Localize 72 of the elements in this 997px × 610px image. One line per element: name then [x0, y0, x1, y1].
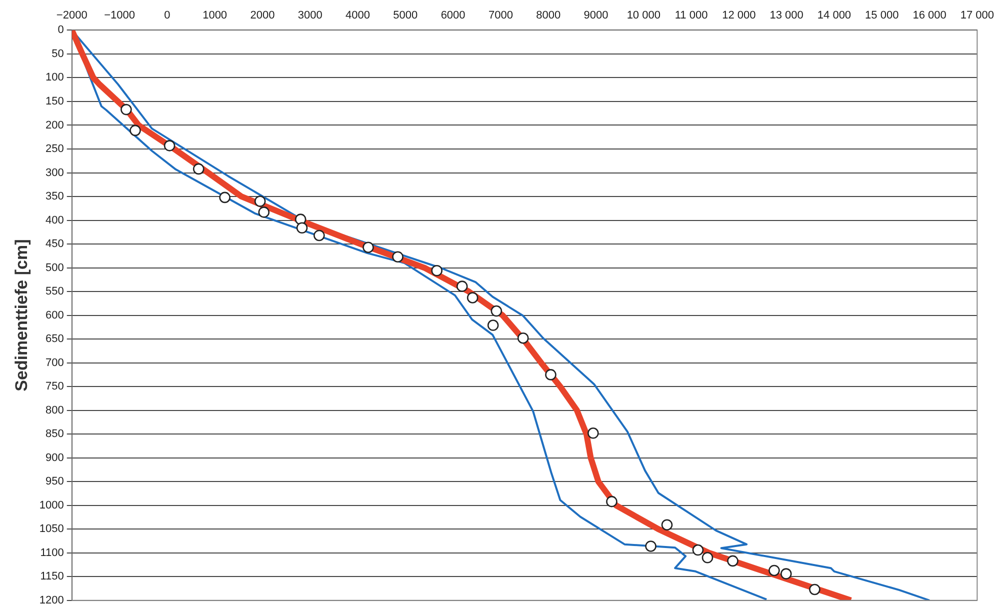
point [362, 242, 374, 253]
y-tick-label: 0 [58, 24, 64, 36]
point [780, 568, 792, 580]
point [645, 540, 656, 552]
point [517, 332, 529, 344]
x-tick-label: 0 [164, 10, 170, 22]
point [809, 584, 820, 596]
y-tick-label: 500 [46, 262, 64, 274]
x-tick-label: 7000 [488, 10, 513, 22]
y-tick-label: 350 [46, 190, 64, 203]
x-tick-label: 16 000 [912, 10, 946, 22]
point [545, 369, 556, 380]
y-tick-label: 1000 [39, 499, 64, 512]
y-tick-label: 300 [46, 166, 64, 179]
point [431, 264, 443, 276]
x-tick-label: −2000 [56, 10, 88, 22]
x-tick-label: 15 000 [865, 10, 899, 22]
y-tick-label: 900 [46, 452, 64, 464]
point [130, 124, 141, 136]
point [587, 427, 599, 439]
y-tick-label: 250 [46, 143, 64, 156]
point [296, 222, 308, 234]
x-tick-label: 11 000 [674, 10, 708, 22]
x-tick-label: 17 000 [960, 10, 994, 22]
point [606, 496, 618, 508]
point [219, 192, 230, 204]
y-tick-label: 100 [46, 72, 64, 84]
point [314, 230, 325, 242]
x-tick-label: 2000 [250, 10, 275, 22]
x-tick-label: 3000 [298, 10, 322, 22]
x-tick-label: 1000 [202, 10, 228, 22]
y-tick-label: 150 [46, 96, 64, 108]
x-tick-label: 5000 [393, 10, 418, 22]
y-tick-label: 600 [46, 309, 64, 322]
y-tick-label: 450 [46, 238, 64, 250]
x-tick-label: −1000 [104, 10, 135, 22]
y-tick-label: 50 [52, 48, 64, 60]
point [192, 163, 204, 175]
point [258, 206, 270, 218]
y-tick-label: 650 [46, 333, 64, 346]
y-tick-label: 1050 [39, 523, 64, 536]
x-tick-label: 13 000 [770, 10, 804, 22]
y-tick-label: 550 [46, 286, 64, 298]
y-tick-label: 1100 [40, 546, 64, 559]
point [466, 292, 478, 304]
point [490, 305, 502, 317]
x-tick-label: 9000 [584, 10, 608, 22]
x-tick-label: 8000 [536, 10, 561, 22]
y-tick-label: 850 [46, 428, 64, 440]
point [768, 564, 780, 576]
y-tick-label: 950 [46, 476, 64, 488]
y-tick-label: 750 [46, 380, 64, 393]
x-tick-label: 10 000 [626, 10, 660, 22]
point [164, 140, 176, 152]
x-tick-label: 12 000 [722, 10, 756, 22]
y-tick-label: 400 [46, 214, 64, 226]
y-tick-label: 700 [46, 356, 64, 369]
x-tick-label: 14 000 [817, 10, 852, 22]
point [254, 196, 266, 207]
point [702, 552, 714, 564]
x-tick-label: 4000 [346, 10, 370, 22]
y-tick-label: 200 [46, 119, 64, 132]
point [692, 544, 704, 556]
y-tick-label: 1200 [39, 594, 64, 606]
y-axis-title: Sedimenttiefe [cm] [12, 239, 31, 392]
y-tick-label: 800 [46, 404, 64, 416]
point [120, 104, 132, 116]
point [727, 555, 738, 567]
point [392, 251, 404, 263]
y-tick-label: 1150 [40, 570, 64, 583]
point [456, 280, 468, 292]
x-tick-label: 6000 [440, 10, 466, 22]
